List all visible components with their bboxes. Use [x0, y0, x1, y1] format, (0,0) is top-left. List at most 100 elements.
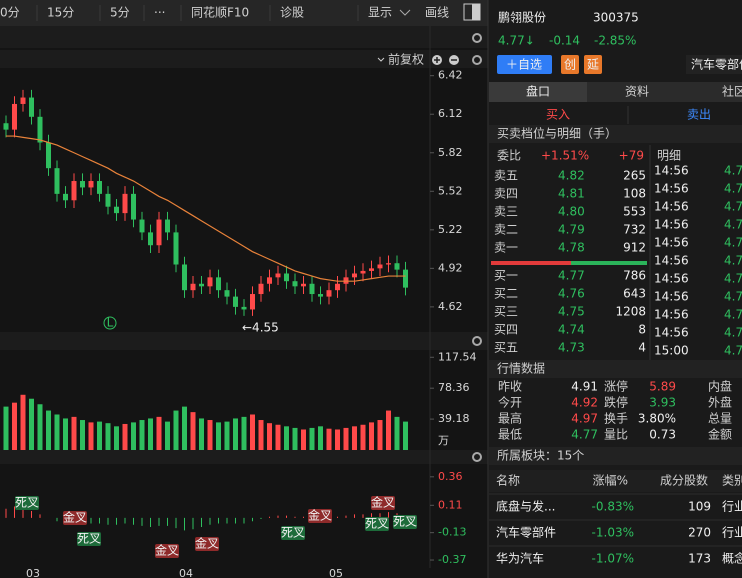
- signal-label: 死叉: [15, 496, 39, 510]
- tick-time: 14:56: [654, 236, 689, 250]
- gear[interactable]: [472, 452, 482, 462]
- stat-label: 外盘: [708, 395, 732, 410]
- candle-body: [29, 97, 34, 117]
- candle-body: [241, 306, 247, 310]
- gear[interactable]: [472, 55, 482, 65]
- ratio: +1.51%: [541, 149, 589, 163]
- change: -0.14: [549, 34, 580, 48]
- adjust-label[interactable]: 前复权: [388, 52, 424, 67]
- sector-name[interactable]: 汽车零部件: [496, 525, 556, 540]
- watch-button[interactable]: [497, 55, 552, 74]
- candle-body: [352, 273, 357, 278]
- volume-bar: [182, 406, 187, 450]
- y-tick-label: 78.36: [438, 381, 470, 394]
- candle-body: [97, 181, 102, 194]
- book-price: 4.80: [558, 205, 585, 219]
- toolbar-button[interactable]: ···: [154, 6, 165, 20]
- tick-price: 4.77: [724, 182, 742, 196]
- toolbar-button[interactable]: 5分: [110, 6, 130, 20]
- tag-chuang: [561, 55, 579, 74]
- sell-button[interactable]: 卖出: [687, 108, 711, 122]
- candle-body: [71, 181, 77, 201]
- volume-bar: [54, 414, 60, 450]
- volume-bar: [80, 420, 85, 450]
- candle-body: [37, 116, 43, 143]
- book-label: 买二: [494, 287, 518, 301]
- volume-bar: [165, 421, 170, 450]
- tick-time: 14:56: [654, 326, 689, 340]
- tab[interactable]: 盘口: [526, 84, 550, 99]
- sector-count: 173: [688, 552, 711, 566]
- toolbar-button[interactable]: 同花顺F10: [191, 5, 249, 20]
- ma-line: [6, 135, 406, 282]
- tick-price: 4.77: [724, 236, 742, 250]
- tab[interactable]: 社区: [722, 84, 742, 99]
- sector-name[interactable]: 华为汽车: [496, 551, 544, 566]
- candle-body: [233, 296, 238, 307]
- stat-value: 3.93: [649, 396, 676, 410]
- book-price: 4.75: [558, 305, 585, 319]
- book-price: 4.78: [558, 241, 585, 255]
- volume-bar: [301, 429, 306, 450]
- volume-bar: [105, 423, 111, 450]
- signal-badge: [371, 496, 395, 510]
- volume-bar: [12, 402, 17, 450]
- book-label: 买一: [494, 269, 518, 283]
- tick-price: 4.77: [724, 290, 742, 304]
- book-price: 4.77: [558, 269, 585, 283]
- volume-bar: [403, 421, 408, 450]
- tick-price: 4.77: [724, 164, 742, 178]
- book-volume: 8: [638, 323, 646, 337]
- low-marker-ring: [103, 316, 117, 330]
- sector-category: 行业: [722, 526, 742, 540]
- volume-bar: [63, 418, 68, 450]
- table-header-cell: 涨幅%: [593, 473, 628, 488]
- toolbar-button[interactable]: 0分: [0, 6, 20, 20]
- candle-body: [335, 283, 340, 291]
- stat-label: 总量: [708, 412, 732, 426]
- candle-body: [207, 277, 213, 287]
- stock-code: 300375: [593, 11, 639, 25]
- gear[interactable]: [472, 336, 482, 346]
- tab-active[interactable]: [489, 82, 587, 102]
- buy-button[interactable]: 买入: [546, 108, 570, 122]
- candle-body: [343, 277, 349, 284]
- toolbar-button[interactable]: 画线: [425, 6, 449, 20]
- volume-bar: [284, 426, 289, 450]
- book-volume: 912: [623, 241, 646, 255]
- sector-name[interactable]: 底盘与发...: [496, 499, 555, 514]
- signal-badge: [77, 532, 101, 546]
- candle-body: [156, 219, 162, 246]
- signal-label: 金叉: [63, 510, 87, 525]
- tick-time: 14:56: [654, 308, 689, 322]
- toolbar-button[interactable]: 15分: [47, 6, 74, 20]
- y-tick-label: 6.42: [438, 69, 463, 82]
- volume-bar: [386, 410, 391, 450]
- candle-body: [12, 103, 17, 130]
- volume-bar: [377, 420, 383, 450]
- tick-time: 14:56: [654, 182, 689, 196]
- volume-bar: [139, 420, 145, 450]
- sector-tag-bg[interactable]: [686, 55, 742, 74]
- zoom-glyphs: [434, 57, 457, 63]
- volume-bar: [233, 418, 238, 450]
- stat-label: 跌停: [604, 395, 628, 410]
- toolbar-button[interactable]: 诊股: [280, 6, 304, 20]
- signal-badge: [308, 509, 332, 523]
- volume-bar: [20, 394, 26, 450]
- gear[interactable]: [472, 33, 482, 43]
- candle-body: [148, 232, 153, 246]
- y-tick-label: 117.54: [438, 350, 477, 363]
- candle-body: [258, 283, 264, 295]
- y-tick-label: 0.11: [438, 498, 463, 511]
- book-volume: 553: [623, 205, 646, 219]
- y-tick-label: 5.22: [438, 223, 463, 236]
- toolbar-button[interactable]: 显示: [368, 6, 392, 20]
- candle-body: [309, 283, 315, 295]
- volume-bar: [71, 416, 77, 450]
- stat-label: 量比: [604, 428, 628, 442]
- price: 4.77↓: [498, 34, 535, 48]
- tick-price: 4.77: [724, 326, 742, 340]
- tab[interactable]: 资料: [625, 85, 649, 99]
